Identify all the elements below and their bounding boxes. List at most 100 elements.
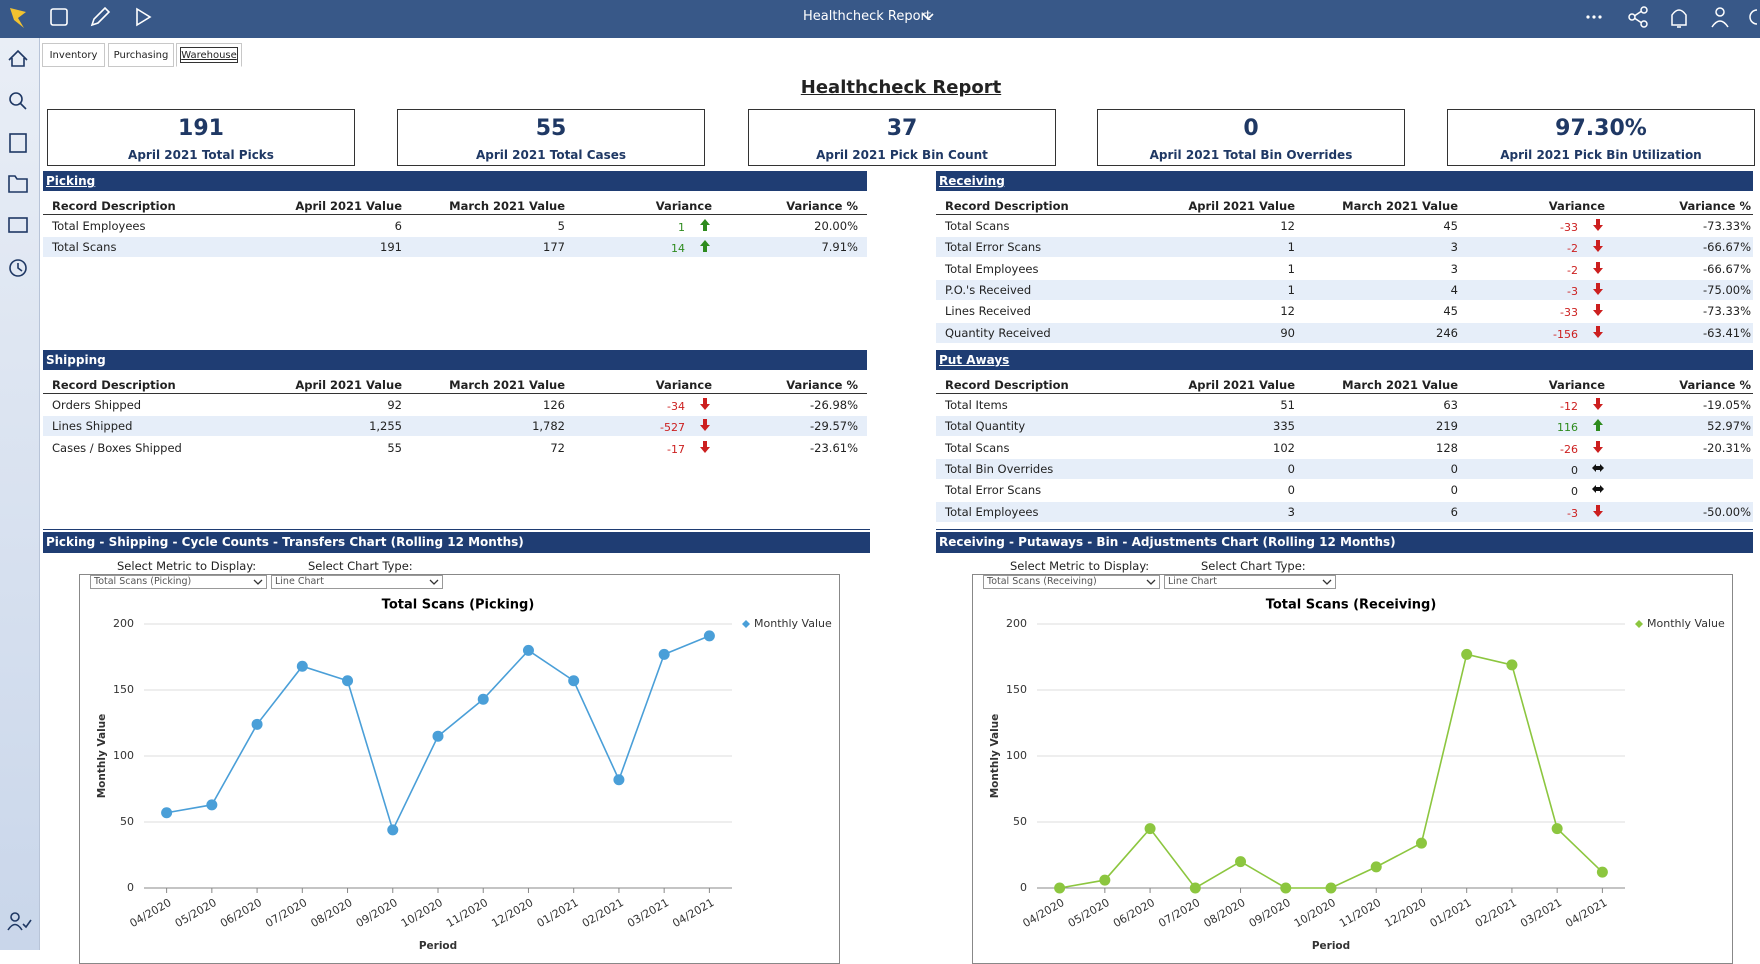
dropdown-caret[interactable]	[1146, 578, 1156, 586]
section-title[interactable]: Picking	[46, 174, 96, 188]
home-icon[interactable]	[8, 49, 28, 67]
x-tick-label: 06/2020	[218, 896, 264, 930]
variance: 0	[1571, 485, 1578, 499]
tab[interactable]: Warehouse	[176, 43, 242, 67]
x-tick-label: 01/2021	[535, 896, 581, 930]
kpi-card: 191 April 2021 Total Picks	[47, 109, 355, 166]
row-label: Total Quantity	[945, 419, 1026, 434]
caret	[1146, 579, 1156, 585]
type-label: Select Chart Type:	[308, 559, 413, 573]
data-point	[1054, 882, 1066, 894]
variance: -3	[1567, 284, 1578, 298]
variance: -527	[660, 421, 685, 435]
title-chevron[interactable]	[922, 13, 934, 21]
up-arrow	[700, 240, 710, 253]
y-tick-label: 50	[1013, 815, 1027, 828]
march-value: 45	[1443, 219, 1458, 233]
metric-dropdown[interactable]: Total Scans (Picking)	[90, 575, 267, 589]
notifications-icon[interactable]	[1671, 9, 1687, 28]
row-band	[936, 237, 1753, 258]
row-label: Lines Shipped	[52, 419, 133, 434]
dropdown-caret[interactable]	[429, 578, 439, 586]
data-point	[1325, 882, 1337, 894]
section-title[interactable]: Put Aways	[939, 353, 1010, 367]
search-icon[interactable]	[9, 92, 27, 110]
x-tick-label: 05/2020	[173, 896, 219, 930]
caret	[253, 579, 263, 585]
march-value: 3	[1450, 240, 1458, 255]
series-line	[1059, 653, 1603, 890]
variance-pct: -26.98%	[810, 398, 858, 412]
down-arrow	[1593, 440, 1603, 453]
variance-pct: -66.67%	[1703, 240, 1751, 255]
x-tick-label: 03/2021	[1518, 896, 1564, 930]
dropdown-caret[interactable]	[1322, 578, 1332, 586]
march-value: 0	[1450, 461, 1458, 476]
trend-icon	[700, 419, 710, 432]
x-tick-label: 06/2020	[1111, 896, 1157, 930]
variance: -12	[1560, 400, 1578, 413]
reports-icon[interactable]	[9, 133, 27, 153]
march-value: 246	[1436, 325, 1458, 340]
chart-title: Total Scans (Picking)	[382, 598, 535, 613]
tab[interactable]: Purchasing	[108, 43, 174, 67]
row-band	[936, 458, 1753, 479]
recent-icon[interactable]	[9, 259, 27, 277]
account-icon[interactable]	[7, 912, 32, 931]
column-header: Variance	[655, 199, 712, 213]
metric-dropdown[interactable]: Total Scans (Receiving)	[983, 575, 1160, 589]
more-icon[interactable]	[1586, 15, 1602, 19]
april-value: 12	[1280, 304, 1295, 319]
data-table: Record Description April 2021 Value March …	[43, 193, 867, 258]
data-table: Record Description April 2021 Value March …	[936, 372, 1753, 522]
data-point	[1280, 882, 1292, 894]
variance: -17	[667, 442, 685, 456]
x-axis-label: Period	[419, 940, 457, 950]
chart: Total Scans (Receiving) 0 50 100 150 200 Month…	[989, 598, 1725, 951]
data-point	[1189, 882, 1201, 894]
type-dropdown[interactable]: Line Chart	[271, 575, 443, 589]
data-point	[522, 644, 534, 656]
section-header: Put Aways	[936, 350, 1753, 370]
run-icon[interactable]	[136, 7, 152, 27]
save-icon[interactable]	[50, 8, 68, 26]
variance-pct: 7.91%	[821, 240, 858, 255]
variance-pct: -73.33%	[1703, 304, 1751, 319]
x-tick-label: 08/2020	[308, 896, 354, 930]
legend-marker	[1635, 620, 1643, 628]
caret	[429, 579, 439, 585]
trend-icon	[1593, 219, 1603, 231]
x-tick-label: 02/2021	[1473, 896, 1519, 930]
legend-label: Monthly Value	[754, 617, 832, 630]
folder-icon[interactable]	[8, 175, 28, 193]
type-dropdown[interactable]: Line Chart	[1164, 575, 1336, 589]
help-icon[interactable]	[1749, 9, 1758, 25]
dropdown-caret[interactable]	[253, 578, 263, 586]
variance-pct: -23.61%	[810, 440, 858, 455]
march-value: 126	[543, 398, 565, 412]
legend-marker	[742, 620, 750, 628]
data-point	[613, 774, 625, 786]
share-icon[interactable]	[1628, 6, 1648, 28]
edit-icon[interactable]	[90, 6, 111, 27]
column-header: March 2021 Value	[449, 199, 565, 213]
variance: -156	[1553, 327, 1578, 341]
data-point	[1370, 861, 1382, 873]
row-label: Total Items	[945, 398, 1008, 412]
data-point	[703, 630, 715, 642]
section-rule	[43, 529, 870, 530]
section-header: Picking	[43, 171, 867, 191]
user-icon[interactable]	[1711, 7, 1729, 28]
tab[interactable]: Inventory	[42, 43, 105, 67]
march-value: 45	[1443, 304, 1458, 319]
trend-icon	[1592, 485, 1604, 494]
app-title[interactable]: Healthcheck Report	[803, 9, 931, 24]
april-value: 90	[1280, 325, 1295, 340]
team-folder-icon[interactable]	[8, 217, 28, 233]
april-value: 51	[1280, 398, 1295, 412]
section-title[interactable]: Receiving	[939, 174, 1005, 188]
app-logo[interactable]	[10, 8, 26, 28]
row-label: Total Bin Overrides	[945, 461, 1054, 476]
data-point	[1506, 659, 1518, 671]
y-tick-label: 50	[120, 815, 134, 828]
